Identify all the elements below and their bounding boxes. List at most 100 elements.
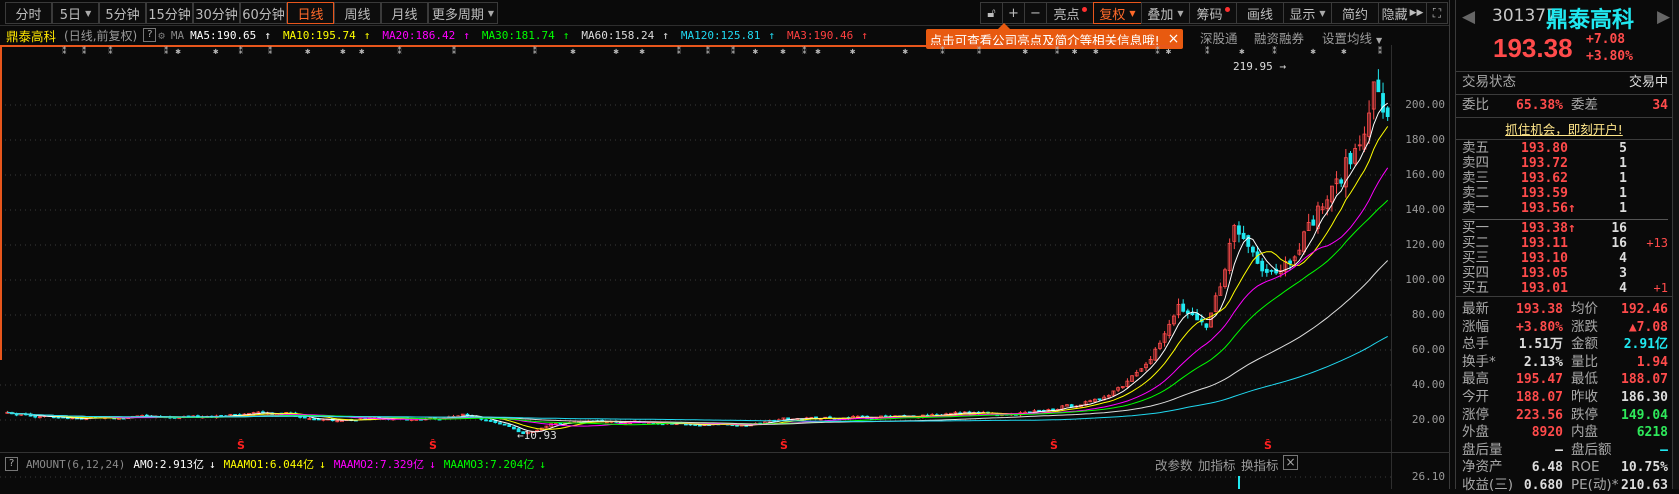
overlay-label: 叠加 xyxy=(1147,7,1174,23)
info-mine-icon[interactable]: ⁑ xyxy=(533,45,538,57)
open-account-link[interactable]: 抓住机会，即刻开户! xyxy=(1505,122,1623,137)
period-tab[interactable]: 日线 xyxy=(287,2,334,24)
info-mine-icon[interactable]: ⁑ xyxy=(108,45,113,57)
bids-row[interactable]: 买二 193.11 16 +13 xyxy=(1462,236,1668,252)
gear-icon[interactable]: ⚙ xyxy=(158,28,165,42)
info-mine-icon[interactable]: ✱ xyxy=(570,47,576,57)
indicator-name[interactable]: AMOUNT(6,12,24) xyxy=(26,457,126,471)
candle-body xyxy=(1111,390,1116,396)
switch-indicator-link[interactable]: 换指标 xyxy=(1241,458,1279,473)
info-mine-icon[interactable]: ⁑ xyxy=(452,45,457,57)
info-mine-icon[interactable]: ✱ xyxy=(305,47,311,57)
period-tab[interactable]: 5日 ▼ xyxy=(52,2,99,24)
asks-row[interactable]: 卖五 193.80 5 xyxy=(1462,141,1668,157)
info-mine-icon[interactable]: ✱ xyxy=(175,47,181,57)
info-mine-icon[interactable]: ✱ xyxy=(639,47,645,57)
info-mine-icon[interactable]: ✱ xyxy=(613,47,619,57)
margin-trading-link[interactable]: 融资融券 xyxy=(1254,31,1305,46)
bids-row[interactable]: 买四 193.05 3 xyxy=(1462,266,1668,282)
info-mine-icon[interactable]: ✱ xyxy=(903,47,909,57)
draw-button[interactable]: 画线 xyxy=(1236,2,1284,24)
price-tick-label: 180.00 xyxy=(1405,133,1445,146)
info-mine-icon[interactable]: ⁑ xyxy=(1272,45,1277,57)
stat-row: 收益(三) 0.680 PE(动)* 210.63 xyxy=(1462,477,1668,494)
info-mine-icon[interactable]: ✱ xyxy=(753,47,759,57)
period-tab[interactable]: 5分钟 xyxy=(99,2,146,24)
event-marker-icon[interactable]: Ŝ xyxy=(429,439,437,452)
highlights-button[interactable]: 亮点 xyxy=(1046,2,1094,24)
period-tab[interactable]: 15分钟 xyxy=(146,2,193,24)
overlay-dropdown[interactable]: 叠加 ▼ xyxy=(1141,2,1190,24)
shenzhen-connect-link[interactable]: 深股通 xyxy=(1200,31,1238,46)
info-mine-icon[interactable]: ✱ xyxy=(359,47,365,57)
event-marker-icon[interactable]: Ŝ xyxy=(780,439,788,452)
period-tab[interactable]: 更多周期 ▼ xyxy=(428,2,498,24)
fullscreen-button[interactable]: ⛶ xyxy=(1426,2,1448,24)
bids-row[interactable]: 买一 193.38↑ 16 xyxy=(1462,221,1668,237)
info-mine-icon[interactable]: ✱ xyxy=(1166,47,1172,57)
info-mine-icon[interactable]: ⁑ xyxy=(677,45,682,57)
add-indicator-link[interactable]: 加指标 xyxy=(1198,458,1236,473)
info-mine-icon[interactable]: ✱ xyxy=(1239,47,1245,57)
period-tab[interactable]: 月线 xyxy=(381,2,428,24)
bids-row[interactable]: 买三 193.10 4 xyxy=(1462,251,1668,267)
info-mine-icon[interactable]: ⁑ xyxy=(1055,45,1060,57)
next-stock-arrow[interactable]: ▶ xyxy=(1657,7,1671,27)
info-mine-icon[interactable]: ✱ xyxy=(213,47,219,57)
bids-row[interactable]: 买五 193.01 4 +1 xyxy=(1462,281,1668,297)
adjust-dropdown[interactable]: 复权 ▼ xyxy=(1093,2,1142,24)
asks-row[interactable]: 卖四 193.72 1 xyxy=(1462,156,1668,172)
event-marker-icon[interactable]: Ŝ xyxy=(1264,439,1272,452)
info-mine-icon[interactable]: ⁑ xyxy=(706,45,711,57)
period-tab[interactable]: 60分钟 xyxy=(240,2,287,24)
period-tab[interactable]: 周线 xyxy=(334,2,381,24)
info-mine-icon[interactable]: ✱ xyxy=(850,47,856,57)
company-highlights-tooltip[interactable]: 点击可查看公司亮点及简介等相关信息哦! × xyxy=(926,23,1183,49)
period-tab[interactable]: 30分钟 xyxy=(193,2,240,24)
info-mine-icon[interactable]: ⁑ xyxy=(397,45,402,57)
asks-row[interactable]: 卖二 193.59 1 xyxy=(1462,186,1668,202)
asks-row[interactable]: 卖三 193.62 1 xyxy=(1462,171,1668,187)
info-mine-icon[interactable]: ✱ xyxy=(1341,47,1347,57)
info-mine-icon[interactable]: ⁑ xyxy=(731,45,736,57)
info-mine-icon[interactable]: ⁑ xyxy=(164,45,169,57)
close-icon[interactable]: × xyxy=(1167,31,1180,47)
event-marker-icon[interactable]: Ŝ xyxy=(237,439,245,452)
candle-body xyxy=(488,420,493,422)
info-mine-icon[interactable]: ⁑ xyxy=(239,45,244,57)
level-price: 193.62 xyxy=(1521,171,1568,186)
prev-stock-arrow[interactable]: ◀ xyxy=(1462,7,1476,27)
info-mine-icon[interactable]: ⁑ xyxy=(62,45,67,57)
asks-row[interactable]: 卖一 193.56↑ 1 xyxy=(1462,201,1668,217)
hide-button[interactable]: 隐藏 ▶▶ xyxy=(1378,2,1427,24)
event-marker-icon[interactable]: Ŝ xyxy=(1050,439,1058,452)
info-mine-icon[interactable]: ⁑ xyxy=(1378,45,1383,57)
info-mine-icon[interactable]: ⁑ xyxy=(1205,45,1210,57)
info-mine-icon[interactable]: ✱ xyxy=(1023,47,1029,57)
info-mine-icon[interactable]: ✱ xyxy=(1093,47,1099,57)
change-params-link[interactable]: 改参数 xyxy=(1155,458,1193,473)
info-mine-icon[interactable]: ⁑ xyxy=(802,45,807,57)
ma-settings-dropdown[interactable]: 设置均线 ▼ xyxy=(1322,28,1382,47)
display-dropdown[interactable]: 显示 ▼ xyxy=(1283,2,1332,24)
info-mine-icon[interactable]: ⁑ xyxy=(977,45,982,57)
info-mine-icon[interactable]: ✱ xyxy=(780,47,786,57)
candle-body xyxy=(1297,249,1302,255)
simple-button[interactable]: 简约 xyxy=(1331,2,1379,24)
ma-label: MA xyxy=(170,28,185,42)
candlestick-chart[interactable]: ⁑ ⁑ ⁑ ⁑ ✱ ✱ ⁑ ⁑ ✱ ✱ ✱ ⁑ ⁑ ⁑ ✱ ✱ ✱ ⁑ ⁑ ⁑ ✱ ✱ ⁑ ✱ ✱ ✱ ⁑ ⁑ ✱ ⁑ ✱ ✱ ⁑ ✱ ⁑ ✱ ⁑ ✱ ✱ ⁑… xyxy=(0,0,1392,489)
info-mine-icon[interactable]: ⁑ xyxy=(1155,45,1160,57)
indicator-help-button[interactable]: ? xyxy=(5,457,18,471)
info-mine-icon[interactable]: ✱ xyxy=(815,47,821,57)
info-mine-icon[interactable]: ✱ xyxy=(1311,47,1317,57)
close-indicator-button[interactable]: × xyxy=(1283,455,1298,470)
info-mine-icon[interactable]: ✱ xyxy=(1072,47,1078,57)
help-button[interactable]: ? xyxy=(143,28,157,42)
panel-splitter[interactable] xyxy=(1449,0,1450,489)
period-tab[interactable]: 分时 xyxy=(5,2,52,24)
info-mine-icon[interactable]: ✱ xyxy=(340,47,346,57)
chips-button[interactable]: 筹码 xyxy=(1189,2,1237,24)
info-mine-icon[interactable]: ⁑ xyxy=(940,45,945,57)
info-mine-icon[interactable]: ⁑ xyxy=(268,45,273,57)
info-mine-icon[interactable]: ⁑ xyxy=(82,45,87,57)
